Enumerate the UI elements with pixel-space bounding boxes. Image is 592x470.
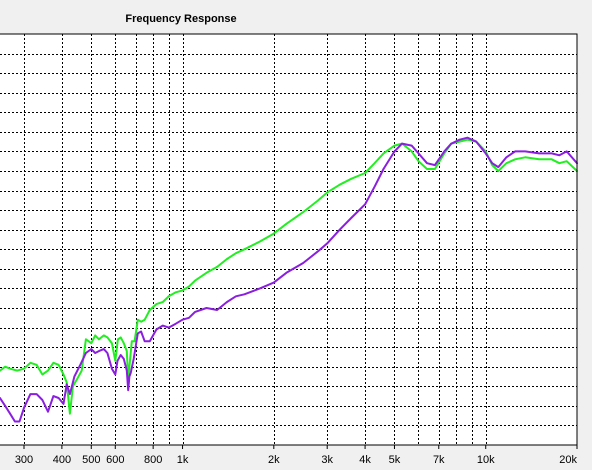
x-tick-label: 600 — [106, 454, 124, 466]
plot-frame — [0, 33, 578, 446]
x-tick-label: 10k — [477, 454, 495, 466]
chart-title: Frequency Response — [125, 13, 237, 25]
series-layer — [0, 136, 578, 423]
x-tick-label: 1k — [177, 454, 189, 466]
plot-area — [0, 34, 577, 445]
x-tick-label: 2k — [268, 454, 280, 466]
series-line-2 — [0, 136, 578, 423]
x-tick-label: 5k — [389, 454, 401, 466]
x-tick-label: 300 — [15, 454, 33, 466]
x-axis-ticks: 300 400 500 600 800 1k 2k 3k 4k 5k 7k 10k 20k — [15, 445, 578, 466]
x-tick-label: 7k — [433, 454, 445, 466]
x-tick-label: 4k — [359, 454, 371, 466]
x-tick-label: 3k — [321, 454, 333, 466]
x-tick-label: 800 — [144, 454, 162, 466]
grid-lines — [0, 34, 577, 445]
x-tick-label: 20k — [559, 454, 577, 466]
x-tick-label: 500 — [82, 454, 100, 466]
x-tick-label: 400 — [53, 454, 71, 466]
